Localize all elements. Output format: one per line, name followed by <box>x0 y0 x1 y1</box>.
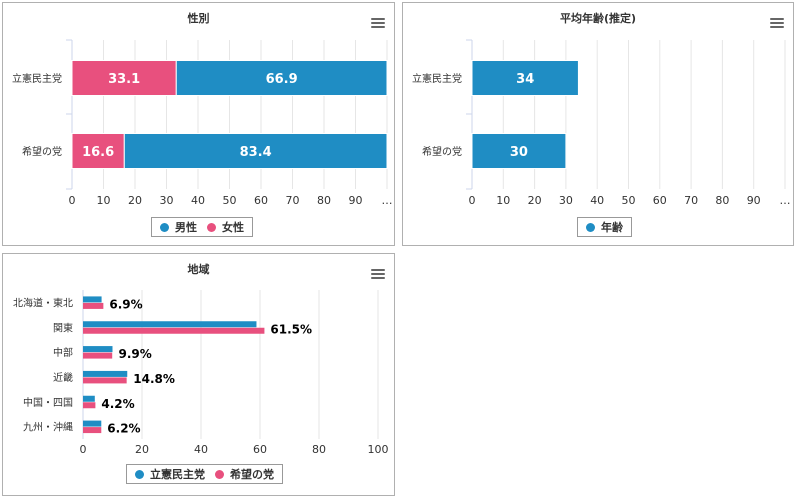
data-label: 61.5% <box>270 322 312 336</box>
category-label: 関東 <box>53 321 73 334</box>
data-label: 66.9 <box>266 72 298 87</box>
age-chart: 0 10 20 30 40 50 60 70 80 90 … 立憲民主党 34 希望の党 30 <box>412 39 791 207</box>
x-tick-label: 0 <box>469 194 476 207</box>
category-label: 希望の党 <box>422 145 462 158</box>
data-label: 6.9% <box>109 297 142 311</box>
x-tick-label: 80 <box>312 443 326 456</box>
x-tick-label: 30 <box>559 194 573 207</box>
bar <box>83 402 96 409</box>
data-label: 83.4 <box>240 145 272 160</box>
data-label: 9.9% <box>119 347 152 361</box>
x-tick-label: 20 <box>528 194 542 207</box>
legend-marker-male <box>160 222 169 232</box>
category-label: 北海道・東北 <box>13 296 73 309</box>
gender-chart-title: 性別 <box>187 12 210 25</box>
x-tick-label: … <box>780 194 791 207</box>
gender-chart-panel: 性別 0 10 20 30 40 50 60 70 80 90 … 立憲民主党 33.1 66.9 希望の党… <box>2 2 395 246</box>
menu-icon[interactable] <box>371 269 385 280</box>
region-chart-title: 地域 <box>187 263 210 276</box>
category-label: 九州・沖縄 <box>23 421 73 434</box>
legend-label-female: 女性 <box>222 221 244 234</box>
legend-item-male[interactable]: 男性 <box>160 219 197 235</box>
category-label: 中国・四国 <box>23 396 73 409</box>
legend-marker-age <box>586 222 595 232</box>
data-label: 14.8% <box>133 372 175 386</box>
bar <box>175 60 388 96</box>
bar <box>123 133 388 169</box>
region-chart: 0 20 40 60 80 100 北海道・東北 6.9% 関東 61.5% 中部 9.9% 近畿 14.… <box>13 290 389 456</box>
bar <box>83 377 127 384</box>
data-label: 16.6 <box>82 145 114 160</box>
x-tick-label: 50 <box>223 194 237 207</box>
x-tick-label: 80 <box>715 194 729 207</box>
legend-marker-female <box>207 222 216 232</box>
category-label: 近畿 <box>53 371 73 384</box>
bar <box>71 133 125 169</box>
x-tick-label: 10 <box>97 194 111 207</box>
x-tick-label: 60 <box>653 194 667 207</box>
category-label: 希望の党 <box>22 145 62 158</box>
age-legend: 年齢 <box>577 217 632 237</box>
bar <box>83 427 102 434</box>
bar <box>83 296 102 303</box>
category-label: 中部 <box>53 346 73 359</box>
x-tick-label: 90 <box>747 194 761 207</box>
bar <box>83 420 102 427</box>
x-tick-label: … <box>382 194 393 207</box>
data-label: 30 <box>510 145 528 160</box>
x-tick-label: 0 <box>80 443 87 456</box>
data-label: 33.1 <box>108 72 140 87</box>
menu-icon[interactable] <box>371 18 385 29</box>
legend-item-kibou[interactable]: 希望の党 <box>215 466 274 482</box>
x-tick-label: 40 <box>590 194 604 207</box>
x-tick-label: 40 <box>194 443 208 456</box>
x-tick-label: 90 <box>349 194 363 207</box>
x-tick-label: 10 <box>496 194 510 207</box>
data-label: 4.2% <box>101 397 134 411</box>
x-tick-label: 50 <box>622 194 636 207</box>
bar <box>83 327 265 334</box>
age-chart-title: 平均年齢(推定) <box>559 12 637 25</box>
legend-item-age[interactable]: 年齢 <box>586 219 623 235</box>
gender-legend: 男性 女性 <box>151 217 253 237</box>
legend-label-age: 年齢 <box>601 221 623 234</box>
bar <box>83 395 95 402</box>
x-tick-label: 100 <box>368 443 389 456</box>
legend-label-male: 男性 <box>175 221 197 234</box>
x-tick-label: 60 <box>253 443 267 456</box>
x-tick-label: 0 <box>69 194 76 207</box>
category-label: 立憲民主党 <box>412 72 462 85</box>
x-tick-label: 30 <box>160 194 174 207</box>
x-tick-label: 80 <box>317 194 331 207</box>
legend-item-cdp[interactable]: 立憲民主党 <box>135 466 205 482</box>
legend-label-kibou: 希望の党 <box>230 468 274 481</box>
x-tick-label: 20 <box>135 443 149 456</box>
bar <box>83 370 128 377</box>
x-tick-label: 70 <box>286 194 300 207</box>
bar <box>471 60 579 96</box>
bar <box>83 321 257 328</box>
x-tick-label: 70 <box>684 194 698 207</box>
region-legend: 立憲民主党 希望の党 <box>126 464 283 484</box>
bar <box>71 60 177 96</box>
category-label: 立憲民主党 <box>12 72 62 85</box>
x-tick-label: 20 <box>128 194 142 207</box>
x-tick-label: 60 <box>254 194 268 207</box>
legend-marker-kibou <box>215 469 224 479</box>
legend-item-female[interactable]: 女性 <box>207 219 244 235</box>
legend-marker-cdp <box>135 469 144 479</box>
region-chart-panel: 地域 0 20 40 60 80 100 北海道・東北 6.9% 関東 61.5% 中部 9.9% 近畿… <box>2 253 395 496</box>
legend-label-cdp: 立憲民主党 <box>150 468 205 481</box>
data-label: 6.2% <box>107 422 140 436</box>
gender-chart: 0 10 20 30 40 50 60 70 80 90 … 立憲民主党 33.1 66.9 希望の党 16.… <box>12 39 393 207</box>
bar <box>83 352 113 359</box>
bar <box>83 302 104 309</box>
menu-icon[interactable] <box>770 18 784 29</box>
bar <box>471 133 567 169</box>
bar <box>83 346 113 353</box>
x-tick-label: 40 <box>191 194 205 207</box>
age-chart-panel: 平均年齢(推定) 0 10 20 30 40 50 60 70 80 90 … 立憲民主党 34 希望の党… <box>402 2 794 246</box>
data-label: 34 <box>516 72 534 87</box>
